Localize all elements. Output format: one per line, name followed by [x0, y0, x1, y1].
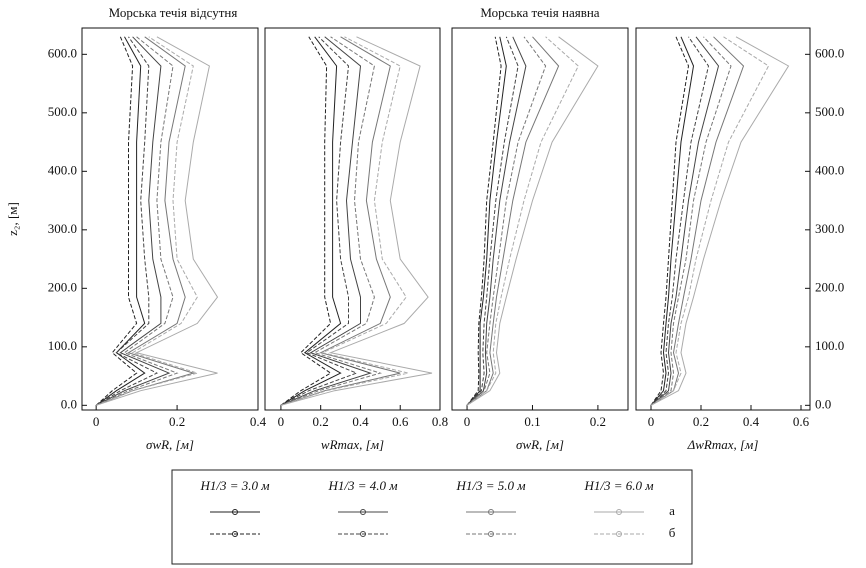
x-tick-label: 0.6: [392, 414, 409, 429]
legend-marker: [616, 531, 622, 537]
panel-frame: [81, 27, 259, 411]
panel-frame: [635, 27, 811, 411]
x-tick-label: 0.4: [352, 414, 369, 429]
series-line: [95, 36, 179, 406]
series-line: [466, 36, 547, 406]
y-tick-label: 400.0: [48, 162, 77, 177]
series-line: [466, 36, 519, 406]
series-line: [650, 36, 695, 406]
series-line: [280, 36, 409, 406]
y-tick-label: 600.0: [815, 45, 844, 60]
series-line: [96, 36, 200, 406]
series-line: [95, 36, 171, 406]
legend-marker: [360, 531, 366, 537]
series-line: [650, 36, 770, 406]
series-line: [280, 36, 342, 406]
y-axis-label: z₂, [м]: [5, 202, 20, 236]
series-line: [280, 36, 433, 406]
series-line: [466, 36, 560, 406]
legend-heading: H1/3 = 6.0 м: [583, 478, 653, 493]
legend-row-label: б: [669, 525, 676, 540]
group-title: Морська течія наявна: [480, 5, 599, 20]
y-tick-label: 200.0: [815, 279, 844, 294]
series-line: [280, 36, 358, 406]
y-tick-label: 100.0: [48, 338, 77, 353]
series-line: [95, 36, 138, 406]
legend-heading: H1/3 = 3.0 м: [199, 478, 269, 493]
x-tick-label: 0: [278, 414, 285, 429]
x-tick-label: 0.8: [432, 414, 448, 429]
x-tick-label: 0.2: [693, 414, 709, 429]
x-tick-label: 0.2: [169, 414, 185, 429]
group-title: Морська течія відсутня: [109, 5, 238, 20]
x-tick-label: 0.6: [793, 414, 810, 429]
series-line: [95, 36, 146, 406]
series-line: [650, 36, 710, 406]
series-line: [96, 36, 219, 406]
panel-frame: [451, 27, 629, 411]
legend-row-label: а: [669, 503, 675, 518]
series-line: [650, 36, 790, 406]
legend-marker: [232, 509, 238, 515]
y-tick-label: 200.0: [48, 279, 77, 294]
y-tick-label: 500.0: [48, 104, 77, 119]
legend-heading: H1/3 = 5.0 м: [455, 478, 525, 493]
y-tick-label: 0.0: [815, 396, 831, 411]
legend-marker: [616, 509, 622, 515]
x-tick-label: 0.2: [313, 414, 329, 429]
x-tick-label: 0.1: [524, 414, 540, 429]
series-line: [280, 36, 383, 406]
series-line: [466, 36, 579, 406]
x-axis-label: σwR, [м]: [516, 437, 564, 452]
y-tick-label: 600.0: [48, 45, 77, 60]
series-line: [96, 36, 196, 406]
y-tick-label: 0.0: [61, 396, 77, 411]
legend-heading: H1/3 = 4.0 м: [327, 478, 397, 493]
legend-box: [171, 469, 693, 565]
x-tick-label: 0.4: [743, 414, 760, 429]
x-axis-label: σwR, [м]: [146, 437, 194, 452]
series-line: [466, 36, 527, 406]
legend-marker: [232, 531, 238, 537]
x-tick-label: 0.2: [590, 414, 606, 429]
series-line: [280, 36, 332, 406]
x-tick-label: 0: [648, 414, 655, 429]
x-axis-label: ΔwRmax, [м]: [687, 437, 759, 452]
series-line: [466, 36, 599, 406]
series-line: [280, 36, 401, 406]
y-tick-label: 300.0: [48, 221, 77, 236]
series-line: [466, 36, 507, 406]
legend-marker: [488, 509, 494, 515]
x-tick-label: 0.4: [250, 414, 267, 429]
y-tick-label: 300.0: [815, 221, 844, 236]
y-tick-label: 500.0: [815, 104, 844, 119]
series-line: [95, 36, 159, 406]
y-tick-label: 400.0: [815, 162, 844, 177]
series-line: [650, 36, 720, 406]
y-tick-label: 100.0: [815, 338, 844, 353]
series-line: [466, 36, 502, 406]
legend-marker: [360, 509, 366, 515]
series-line: [650, 36, 732, 406]
panel-frame: [264, 27, 441, 411]
series-line: [280, 36, 373, 406]
x-tick-label: 0: [93, 414, 100, 429]
series-line: [650, 36, 745, 406]
x-tick-label: 0: [464, 414, 471, 429]
series-line: [650, 36, 690, 406]
x-axis-label: wRmax, [м]: [321, 437, 384, 452]
legend-marker: [488, 531, 494, 537]
